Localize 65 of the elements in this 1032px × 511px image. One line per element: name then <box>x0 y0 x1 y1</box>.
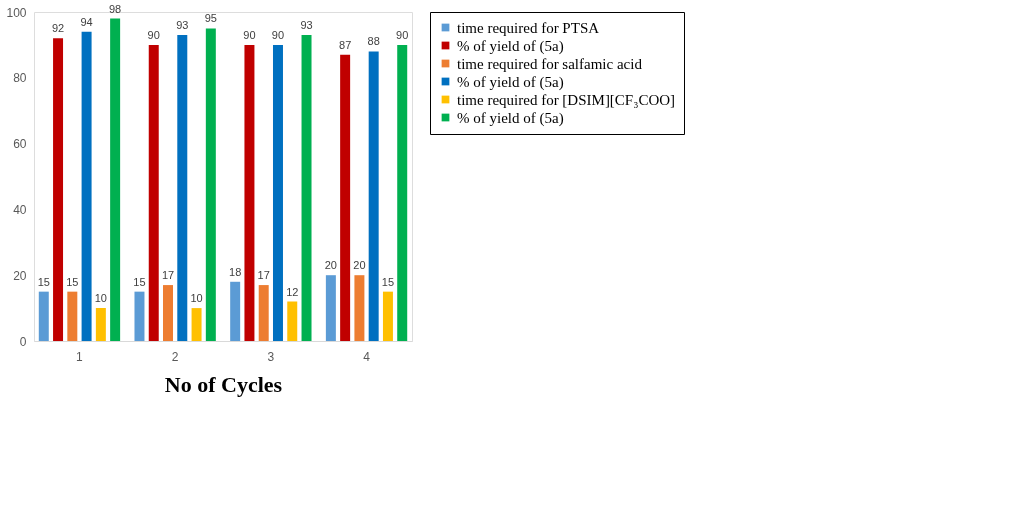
bar <box>258 285 269 341</box>
data-label: 98 <box>109 2 122 15</box>
data-label: 94 <box>80 15 93 28</box>
bar <box>272 44 283 341</box>
data-label: 10 <box>190 292 203 305</box>
y-tick-label: 80 <box>13 71 27 86</box>
data-label: 20 <box>353 259 366 272</box>
bar <box>287 301 298 341</box>
y-tick-label: 40 <box>13 202 27 217</box>
bar <box>301 35 312 341</box>
data-label: 20 <box>324 259 337 272</box>
bar <box>191 308 202 341</box>
y-tick-label: 20 <box>13 268 27 283</box>
data-label: 92 <box>51 22 65 35</box>
data-label: 88 <box>367 35 380 48</box>
bar <box>81 31 92 341</box>
data-label: 17 <box>161 269 175 282</box>
bar <box>95 308 106 341</box>
bar <box>67 291 78 341</box>
bar <box>163 285 174 341</box>
bar <box>110 18 121 341</box>
data-label: 93 <box>176 19 189 32</box>
x-tick-label: 2 <box>171 349 179 364</box>
data-label: 15 <box>66 275 79 288</box>
x-tick-label: 3 <box>267 349 275 364</box>
bar <box>134 291 145 341</box>
bar <box>230 281 241 341</box>
y-tick-label: 0 <box>19 334 27 349</box>
data-label: 12 <box>286 285 299 298</box>
data-label: 95 <box>204 12 217 25</box>
bar <box>38 291 49 341</box>
legend-label: time required for PTSA <box>457 19 600 36</box>
data-label: 17 <box>257 269 270 282</box>
y-tick-label: 100 <box>6 5 27 20</box>
bar <box>397 44 408 341</box>
x-axis-title: No of Cycles <box>164 371 283 397</box>
data-label: 15 <box>381 275 395 288</box>
data-label: 15 <box>133 275 146 288</box>
data-label: 90 <box>243 28 256 41</box>
legend-label: time required for salfamic acid <box>457 55 643 72</box>
legend-label: time required for [DSIM][CF₃COO] <box>457 91 676 108</box>
bar <box>177 35 188 341</box>
bar <box>148 44 159 341</box>
data-label: 18 <box>229 265 242 278</box>
x-tick-label: 1 <box>76 349 84 364</box>
bar <box>340 54 351 341</box>
bar <box>382 291 393 341</box>
data-label: 93 <box>300 19 313 32</box>
data-label: 15 <box>37 275 50 288</box>
x-tick-label: 4 <box>363 349 371 364</box>
bar <box>368 51 379 341</box>
legend-label: % of yield of (5a) <box>457 73 564 91</box>
legend-label: % of yield of (5a) <box>457 37 564 55</box>
y-tick-label: 60 <box>13 137 27 152</box>
bar <box>53 38 64 341</box>
data-label: 10 <box>94 292 107 305</box>
bar <box>354 275 365 341</box>
bar <box>325 275 336 341</box>
legend-label: % of yield of (5a) <box>457 109 564 127</box>
bar <box>244 44 255 341</box>
data-label: 90 <box>271 28 285 41</box>
bar <box>205 28 216 341</box>
data-label: 87 <box>339 38 352 51</box>
data-label: 90 <box>147 28 160 41</box>
data-label: 90 <box>396 28 409 41</box>
